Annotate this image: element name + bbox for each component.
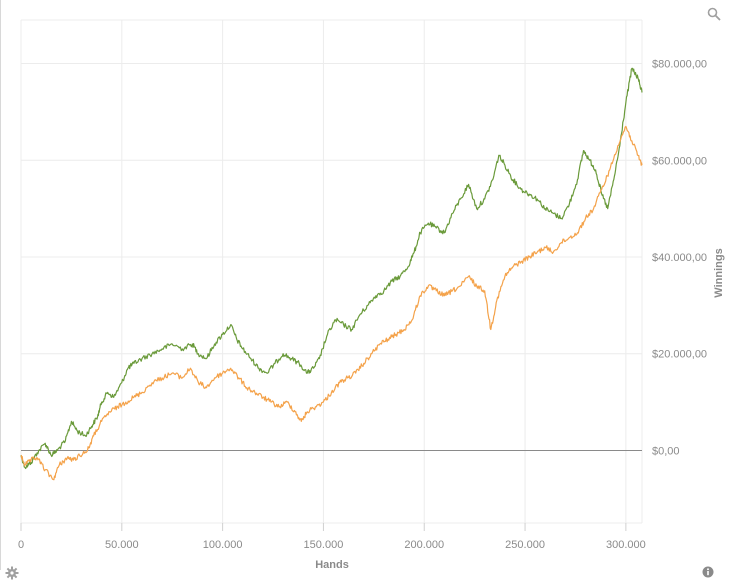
y-axis-ticks: $0,00 $20.000,00 $40.000,00 $60.000,00 $80.0… bbox=[652, 59, 707, 458]
zoom-icon-glyph bbox=[707, 7, 721, 21]
y-tick-label: $80.000,00 bbox=[652, 59, 707, 71]
x-axis-ticks: 0 50.000 100.000 150.000 200.000 250.000 300.0… bbox=[18, 539, 646, 551]
x-tick-label: 50.000 bbox=[105, 539, 139, 551]
series-line-2 bbox=[20, 125, 643, 481]
x-tick-label: 250.000 bbox=[505, 539, 545, 551]
info-icon[interactable] bbox=[701, 566, 715, 580]
x-gridlines bbox=[20, 20, 643, 531]
y-tick-label: $0,00 bbox=[652, 445, 680, 457]
zoom-icon[interactable] bbox=[707, 7, 721, 21]
y-tick-label: $20.000,00 bbox=[652, 349, 707, 361]
series-layer bbox=[20, 67, 643, 481]
series-line-1 bbox=[20, 67, 643, 470]
y-gridlines bbox=[21, 19, 642, 524]
y-tick-label: $40.000,00 bbox=[652, 252, 707, 264]
x-axis-title: Hands bbox=[315, 559, 349, 571]
gear-icon[interactable] bbox=[5, 566, 19, 580]
y-axis-title: Winnings bbox=[713, 248, 725, 297]
gear-icon-glyph bbox=[5, 566, 19, 580]
y-tick-label: $60.000,00 bbox=[652, 155, 707, 167]
x-tick-label: 150.000 bbox=[304, 539, 344, 551]
x-tick-label: 0 bbox=[18, 539, 24, 551]
x-tick-label: 100.000 bbox=[203, 539, 243, 551]
info-icon-glyph bbox=[702, 566, 714, 578]
x-tick-label: 200.000 bbox=[404, 539, 444, 551]
x-tick-label: 300.000 bbox=[606, 539, 646, 551]
